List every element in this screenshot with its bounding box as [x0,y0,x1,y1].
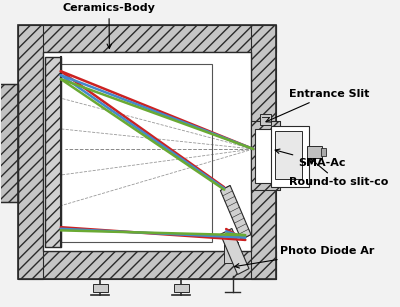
Bar [250,25,276,279]
Bar [321,148,326,156]
Text: SMA-Ac: SMA-Ac [275,149,346,168]
Bar [275,131,302,179]
Bar [255,129,275,184]
Text: Entrance Slit: Entrance Slit [266,89,370,122]
Bar [18,251,276,279]
Bar [252,122,280,190]
Bar [260,114,271,125]
Bar [18,25,276,279]
Text: Photo Diode Ar: Photo Diode Ar [235,247,375,268]
Polygon shape [220,228,249,274]
Bar [18,25,43,279]
Bar [252,122,280,190]
Bar [18,25,276,52]
Text: Round-to slit-co: Round-to slit-co [289,158,389,188]
Bar [174,284,188,292]
Bar [54,64,212,242]
Bar [43,52,250,251]
Bar [44,57,61,247]
Polygon shape [220,185,251,239]
Bar [307,146,322,158]
Bar [0,84,18,202]
Bar [0,84,18,202]
Bar [93,284,108,292]
Text: Ceramics-Body: Ceramics-Body [62,3,156,49]
Bar [271,126,309,187]
Bar [224,242,238,263]
Bar [44,57,61,247]
